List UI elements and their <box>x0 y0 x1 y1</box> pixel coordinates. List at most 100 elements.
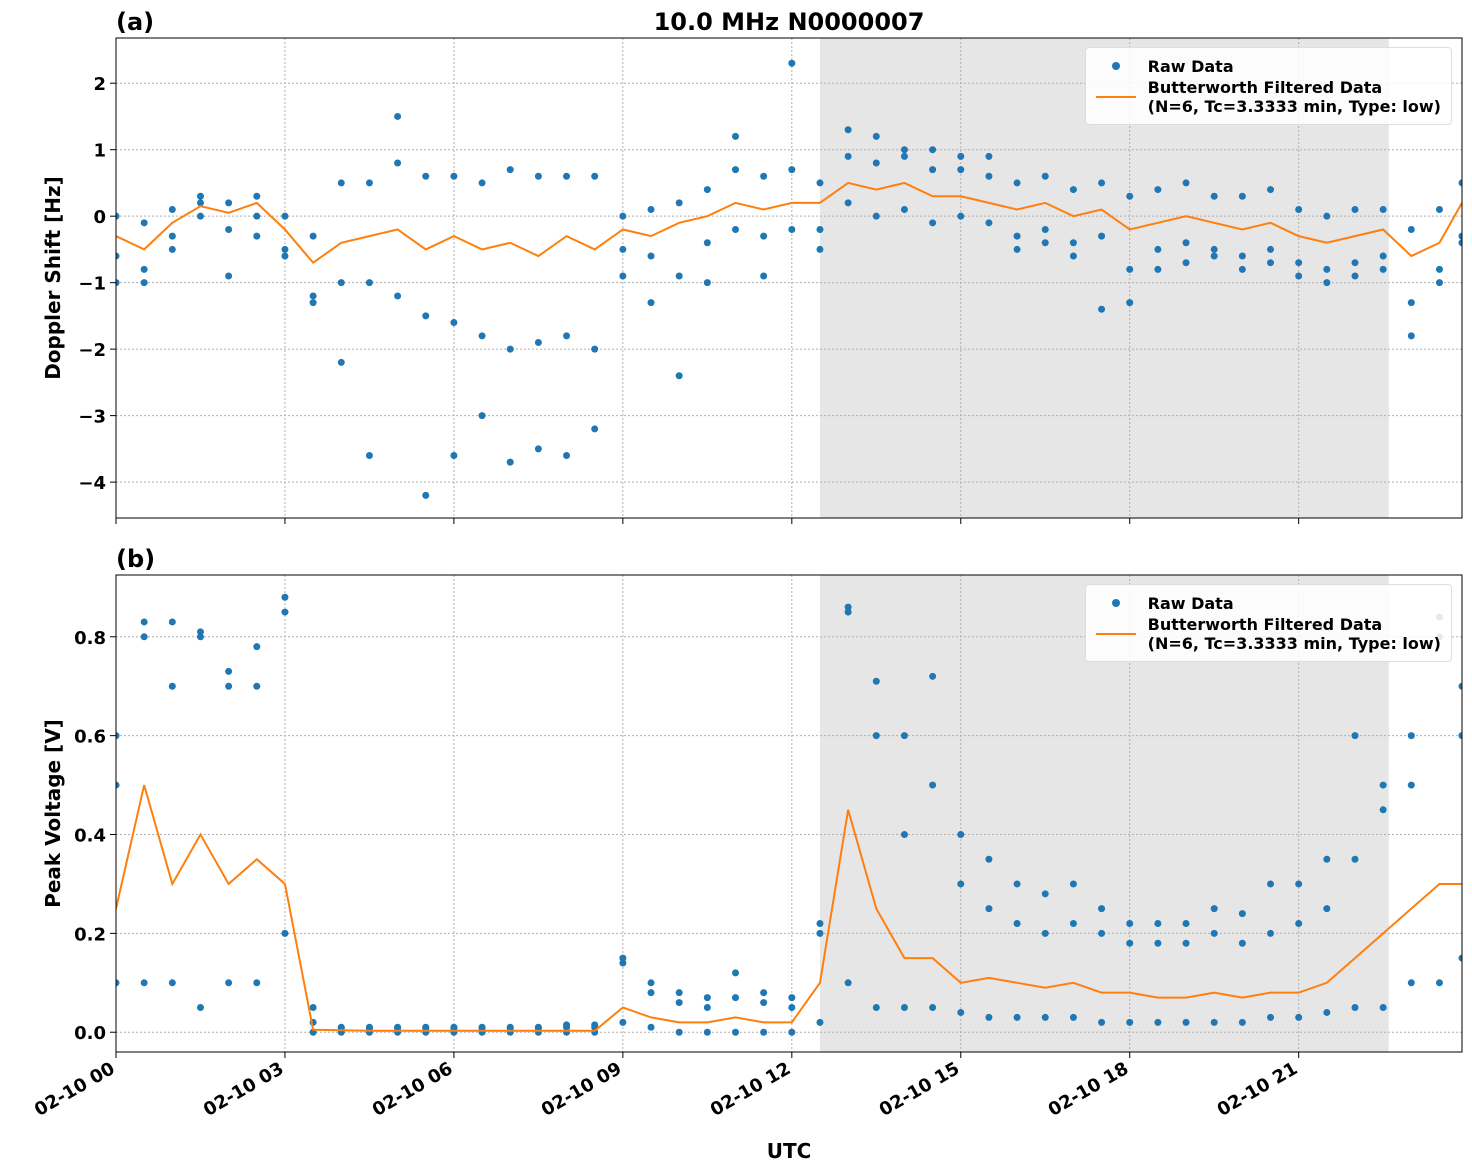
raw-point <box>225 979 233 987</box>
legend-label: Raw Data <box>1147 593 1234 613</box>
raw-point <box>1267 245 1275 253</box>
raw-point <box>1379 265 1387 273</box>
raw-point <box>1182 939 1190 947</box>
raw-point <box>816 919 824 927</box>
raw-point <box>731 1028 739 1036</box>
raw-point <box>1458 732 1462 740</box>
raw-point <box>591 1021 599 1029</box>
raw-point <box>1013 179 1021 187</box>
x-tick-label: 02-10 03 <box>200 1058 287 1121</box>
raw-point <box>844 979 852 987</box>
raw-point <box>168 682 176 690</box>
raw-point <box>1458 179 1462 187</box>
y-tick-label: 0 <box>93 207 106 228</box>
raw-point <box>1407 781 1415 789</box>
raw-point <box>900 146 908 154</box>
raw-point <box>563 172 571 180</box>
raw-point <box>1458 232 1462 240</box>
raw-point <box>1295 880 1303 888</box>
raw-point <box>1351 732 1359 740</box>
raw-point <box>703 239 711 247</box>
raw-point <box>1069 1013 1077 1021</box>
raw-point <box>788 225 796 233</box>
raw-point <box>116 279 120 287</box>
raw-point <box>1407 225 1415 233</box>
raw-point <box>1098 179 1106 187</box>
raw-point <box>478 1023 486 1031</box>
raw-point <box>900 1004 908 1012</box>
raw-point <box>731 225 739 233</box>
raw-point <box>140 265 148 273</box>
raw-point <box>1182 179 1190 187</box>
raw-point <box>309 299 317 307</box>
raw-point <box>1013 880 1021 888</box>
raw-point <box>1154 245 1162 253</box>
raw-point <box>816 245 824 253</box>
raw-point <box>647 979 655 987</box>
x-tick-label: 02-10 18 <box>1045 1058 1132 1121</box>
raw-point <box>703 186 711 194</box>
raw-point <box>140 618 148 626</box>
y-tick-label: 0.0 <box>74 1023 106 1044</box>
raw-point <box>563 332 571 340</box>
legend-key <box>1095 624 1136 644</box>
raw-point <box>450 319 458 327</box>
raw-point <box>1407 299 1415 307</box>
raw-point <box>788 994 796 1002</box>
raw-point <box>1069 239 1077 247</box>
raw-point <box>450 452 458 460</box>
raw-point <box>1238 265 1246 273</box>
axes-frame <box>115 574 1463 1053</box>
raw-point <box>506 166 514 174</box>
raw-point <box>140 633 148 641</box>
raw-point <box>116 252 120 260</box>
raw-point <box>1126 192 1134 200</box>
raw-point <box>619 954 627 962</box>
raw-point <box>929 672 937 680</box>
raw-point <box>1182 239 1190 247</box>
y-axis-label: Doppler Shift [Hz] <box>41 176 65 380</box>
raw-point <box>1126 265 1134 273</box>
raw-point <box>900 732 908 740</box>
raw-point <box>788 166 796 174</box>
raw-point <box>1126 919 1134 927</box>
raw-point <box>1267 929 1275 937</box>
raw-point <box>281 212 289 220</box>
raw-point <box>168 245 176 253</box>
legend-entry: Butterworth Filtered Data (N=6, Tc=3.333… <box>1095 615 1441 653</box>
raw-point <box>1379 252 1387 260</box>
y-tick-label: 0.8 <box>74 628 106 649</box>
raw-point <box>1098 905 1106 913</box>
raw-point <box>394 292 402 300</box>
raw-point <box>196 633 204 641</box>
raw-point <box>1351 272 1359 280</box>
raw-point <box>253 682 261 690</box>
raw-point <box>900 831 908 839</box>
raw-point <box>844 603 852 611</box>
raw-point <box>675 272 683 280</box>
raw-point <box>844 608 852 616</box>
raw-point <box>1323 265 1331 273</box>
raw-point <box>675 999 683 1007</box>
raw-point <box>1407 332 1415 340</box>
raw-point <box>957 212 965 220</box>
raw-point <box>1154 265 1162 273</box>
raw-point <box>647 1023 655 1031</box>
raw-point <box>1435 979 1443 987</box>
raw-point <box>816 179 824 187</box>
legend-entry: Butterworth Filtered Data (N=6, Tc=3.333… <box>1095 78 1441 116</box>
y-tick-label: −4 <box>78 473 106 494</box>
raw-point <box>1323 212 1331 220</box>
raw-point <box>929 219 937 227</box>
raw-point <box>1126 939 1134 947</box>
raw-point <box>957 831 965 839</box>
legend-label: Butterworth Filtered Data (N=6, Tc=3.333… <box>1147 615 1441 653</box>
raw-point <box>1351 259 1359 267</box>
raw-point <box>1407 732 1415 740</box>
chart-title: 10.0 MHz N0000007 <box>654 8 925 36</box>
raw-point <box>1323 905 1331 913</box>
raw-point <box>1013 232 1021 240</box>
legend-key <box>1096 56 1136 76</box>
x-tick-label: 02-10 09 <box>538 1058 625 1121</box>
raw-point <box>1098 1018 1106 1026</box>
